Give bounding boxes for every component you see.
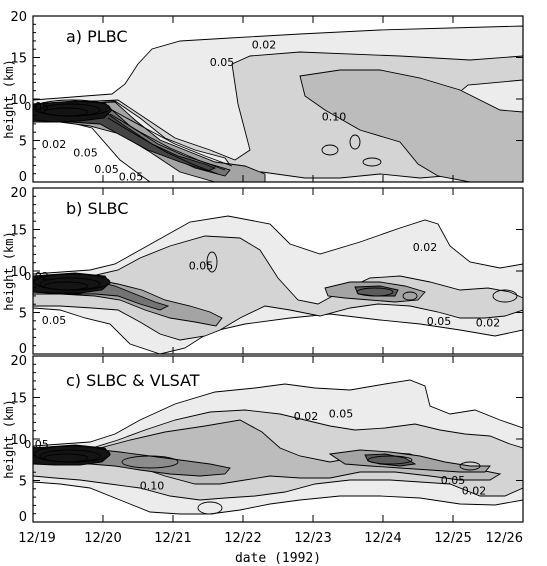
contour-label: 0.02: [462, 485, 487, 498]
x-tick-label: 12/25: [434, 531, 471, 546]
y-tick-label: 0: [19, 510, 27, 525]
contour-label: 0.10: [140, 480, 165, 493]
y-tick-label: 5: [19, 135, 27, 150]
contour-label: 0.02: [24, 270, 49, 283]
contour-label: 0.05: [73, 146, 98, 159]
y-tick-label: 0: [19, 170, 27, 185]
y-tick-label: 15: [10, 52, 27, 67]
contour-label: 0.05: [329, 407, 354, 420]
x-tick-label: 12/20: [84, 531, 121, 546]
panel-c-contour-labels: 0.02 0.050.10 0.050.020.05: [24, 407, 487, 498]
panel-b-yticks: 0 5 10 15 20: [10, 186, 523, 357]
panel-b-contour-labels: 0.05 0.02 0.02 0.02 0.05 0.05: [24, 241, 501, 330]
y-tick-label: 5: [19, 307, 27, 322]
x-tick-label: 12/19: [18, 531, 55, 546]
contour-label: 0.05: [42, 314, 67, 327]
panel-a-contour-labels: 0.020.050.100.050.020.050.050.05: [24, 38, 347, 183]
panel-a-title: a) PLBC: [66, 27, 128, 46]
contour-label: 0.05: [94, 163, 119, 176]
x-tick-label: 12/26: [486, 531, 523, 546]
x-axis-tick-labels: 12/19 12/20 12/21 12/22 12/23 12/24 12/25 12/26: [18, 531, 523, 546]
y-tick-label: 20: [10, 10, 27, 25]
panel-b-title: b) SLBC: [66, 199, 128, 218]
panel-a-contour-rings: [33, 99, 382, 175]
x-tick-label: 12/23: [294, 531, 331, 546]
x-tick-label: 12/22: [224, 531, 261, 546]
contour-label: 0.05: [441, 474, 466, 487]
contour-label: 0.02: [413, 241, 438, 254]
y-tick-label: 15: [10, 392, 27, 407]
panel-b: b) SLBC 0.05 0.02 0.02 0.02 0.05 0.05 0 5 10 15 2…: [2, 186, 524, 357]
contour-label: 0.05: [189, 259, 214, 272]
x-tick-label: 12/24: [364, 531, 401, 546]
panel-b-fill-level-2: [33, 235, 523, 341]
y-tick-label: 20: [10, 186, 27, 201]
panel-c-ylabel: height (km): [2, 399, 16, 478]
contour-label: 0.02: [476, 317, 501, 330]
y-tick-label: 15: [10, 224, 27, 239]
panel-b-contour-rings: [33, 251, 518, 303]
panel-b-contours: [33, 215, 523, 354]
y-tick-label: 0: [19, 342, 27, 357]
panel-a: a) PLBC 0.020.050.100.050.020.050.050.05…: [2, 10, 524, 185]
contour-label: 0.02: [294, 410, 319, 423]
contour-label: 0.02: [252, 38, 277, 51]
contour-label: 0.05: [427, 315, 452, 328]
y-tick-label: 10: [10, 433, 27, 448]
y-tick-label: 20: [10, 354, 27, 369]
x-axis-label: date (1992): [235, 551, 321, 566]
contour-label: 0.05: [210, 56, 235, 69]
contour-label: 0.05: [24, 100, 49, 113]
panel-c-contour-rings: [33, 445, 481, 515]
y-tick-label: 10: [10, 265, 27, 280]
contour-label: 0.05: [119, 170, 144, 183]
y-tick-label: 5: [19, 475, 27, 490]
y-tick-label: 10: [10, 93, 27, 108]
panel-a-fill-level-3: [299, 69, 523, 182]
contour-label: 0.10: [322, 111, 347, 124]
x-tick-label: 12/21: [154, 531, 191, 546]
panel-b-ylabel: height (km): [2, 231, 16, 310]
x-axis-ticks: [32, 16, 524, 522]
panel-a-yticks: 0 5 10 15 20: [10, 10, 523, 185]
panel-c-yticks: 0 5 10 15 20: [10, 354, 523, 525]
panel-c: c) SLBC & VLSAT 0.02 0.050.10 0.050.020.05…: [2, 354, 524, 525]
panel-c-title: c) SLBC & VLSAT: [66, 371, 200, 390]
panel-a-ylabel: height (km): [2, 59, 16, 138]
contour-label: 0.05: [24, 438, 49, 451]
panel-a-contours: [33, 25, 523, 182]
contour-label: 0.02: [42, 138, 67, 151]
panel-c-contours: [33, 379, 523, 515]
